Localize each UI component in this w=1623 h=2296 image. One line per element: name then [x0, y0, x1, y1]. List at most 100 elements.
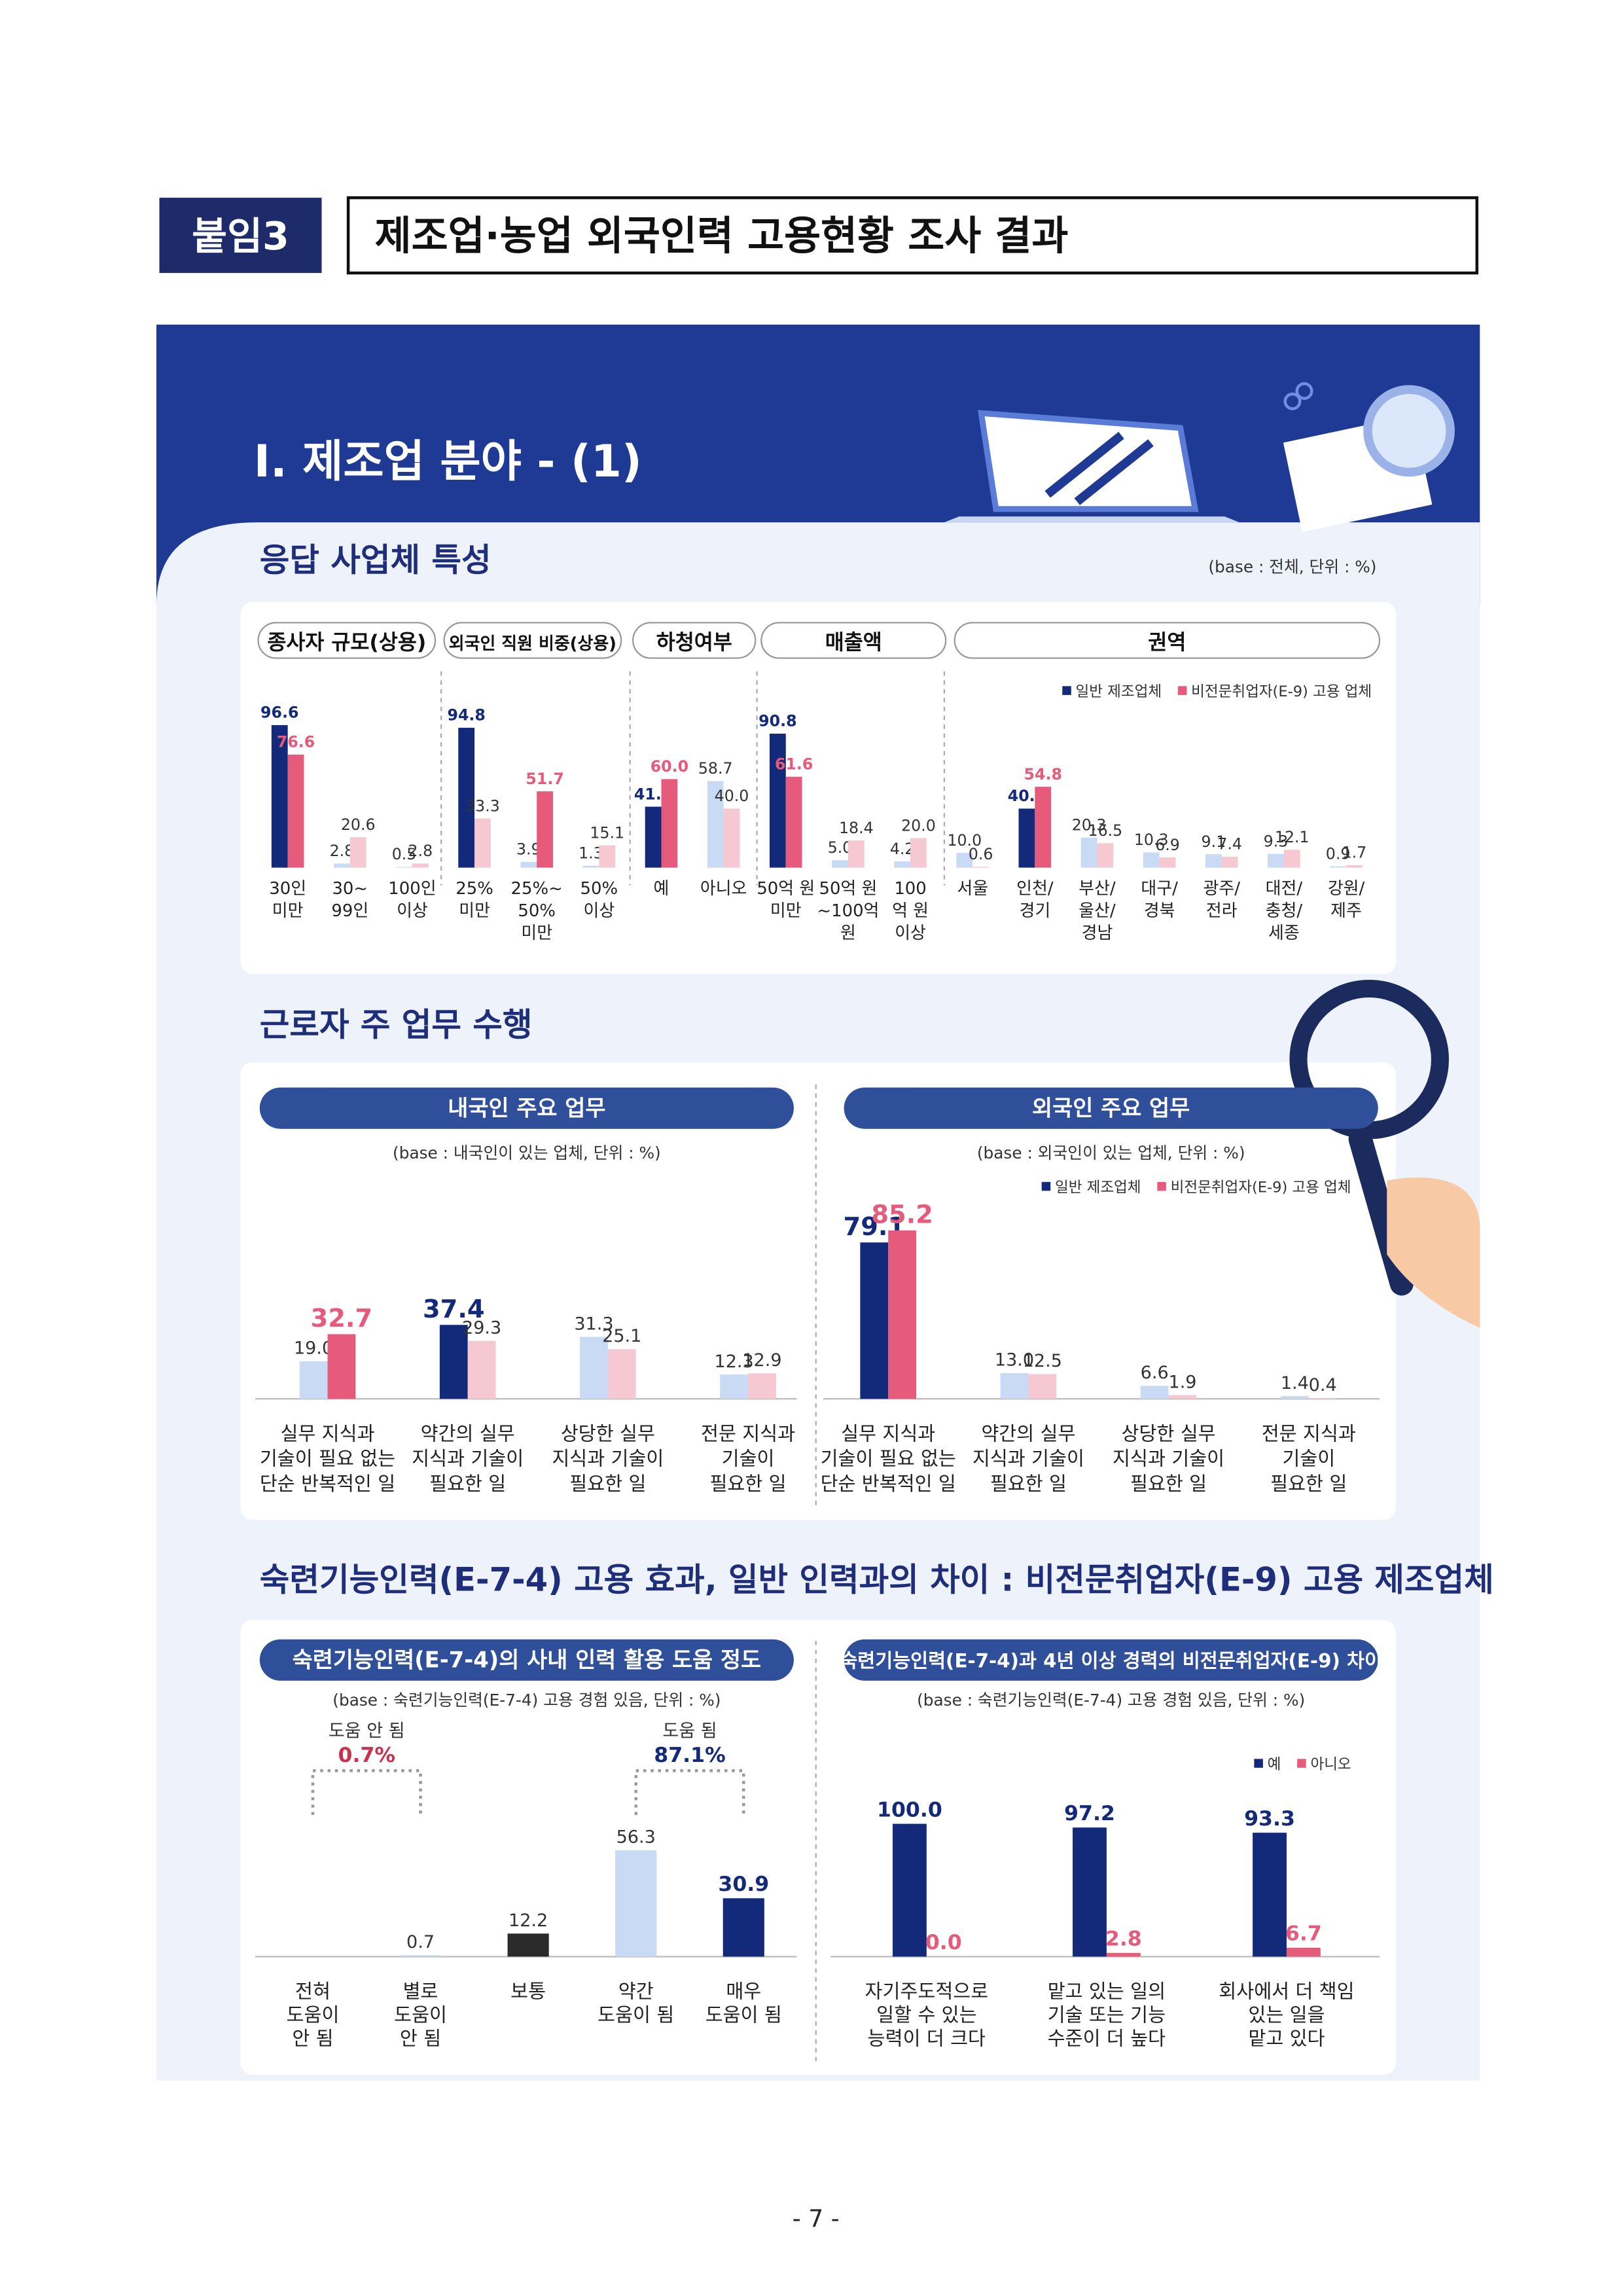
- category-label: 대구/경북: [1141, 879, 1178, 921]
- category-label: 100 억 원 이상: [892, 879, 929, 943]
- bar: [582, 865, 599, 868]
- value-label: 1.7: [1342, 844, 1367, 862]
- value-label: 12.5: [1023, 1351, 1062, 1371]
- bar: [720, 1374, 749, 1399]
- group-pill: [632, 622, 757, 659]
- bar: [439, 1325, 468, 1399]
- value-label: 12.2: [508, 1910, 548, 1931]
- group-label: 외국인 직원 비중(상용): [449, 634, 616, 654]
- bar: [847, 840, 865, 868]
- value-label: 12.9: [742, 1350, 781, 1371]
- value-label: 12.3: [715, 1352, 754, 1372]
- category-label: 아니오: [700, 879, 747, 899]
- category-label: 예: [654, 879, 669, 899]
- illustration: [944, 382, 1455, 533]
- group-label: 종사자 규모(상용): [267, 631, 426, 655]
- bar: [1097, 843, 1114, 868]
- chart-title: 숙련기능인력(E-7-4)과 4년 이상 경력의 비전문취업자(E-9) 차이: [840, 1650, 1382, 1672]
- value-label: 6.9: [1155, 836, 1180, 854]
- magnifier: [1289, 979, 1480, 1329]
- legend-swatch: [1254, 1759, 1263, 1768]
- value-label: 0.5: [392, 845, 417, 863]
- value-label: 2.8: [408, 842, 433, 860]
- group-pill: [443, 622, 622, 659]
- value-label: 0.9: [1326, 844, 1351, 863]
- value-label: 10.0: [947, 831, 982, 850]
- card: [240, 1620, 1396, 2075]
- group-label: 권역: [1148, 631, 1186, 655]
- category-label: 실무 지식과 기술이 필요 없는 단순 반복적인 일: [821, 1422, 956, 1495]
- category-label: 회사에서 더 책임 있는 일을 맡고 있다: [1219, 1981, 1354, 2050]
- annotation-label: 도움 됨: [662, 1721, 717, 1742]
- bar: [327, 1334, 356, 1399]
- bar: [888, 1230, 917, 1399]
- card: [240, 601, 1396, 974]
- value-label: 20.3: [1072, 816, 1107, 834]
- bar: [1253, 1833, 1287, 1957]
- value-label: 58.7: [698, 759, 733, 778]
- value-label: 51.7: [526, 770, 563, 788]
- value-label: 6.6: [1141, 1363, 1169, 1383]
- value-label: 94.8: [447, 706, 485, 725]
- annotation-value: 87.1%: [654, 1744, 725, 1767]
- bar: [396, 867, 412, 868]
- chart-subtitle: (base : 숙련기능인력(E-7-4) 고용 경험 있음, 단위 : %): [917, 1691, 1305, 1710]
- category-label: 25%~ 50% 미만: [511, 879, 563, 943]
- bar: [1035, 787, 1052, 868]
- value-label: 10.3: [1134, 831, 1169, 849]
- value-label: 12.1: [1275, 828, 1310, 846]
- value-label: 18.4: [839, 819, 874, 837]
- bar: [1073, 1827, 1107, 1957]
- value-label: 93.3: [1244, 1807, 1295, 1831]
- tag-box: [159, 198, 322, 274]
- section-note: (base : 전체, 단위 : %): [1208, 558, 1376, 577]
- value-label: 16.5: [1088, 821, 1123, 840]
- category-label: 30~ 99인: [331, 879, 368, 921]
- value-label: 9.1: [1202, 833, 1226, 851]
- chart-title: 내국인 주요 업무: [448, 1095, 605, 1121]
- category-label: 50억 원 미만: [757, 879, 815, 921]
- bar: [537, 791, 554, 868]
- value-label: 1.9: [1168, 1372, 1196, 1392]
- value-label: 0.6: [969, 845, 993, 863]
- bar: [1143, 852, 1160, 868]
- bar: [1080, 837, 1097, 868]
- group-pill: [954, 622, 1381, 659]
- bar: [910, 838, 927, 868]
- group-label: 매출액: [825, 631, 882, 655]
- category-label: 강원/제주: [1328, 879, 1365, 921]
- bar: [520, 861, 537, 868]
- bar: [580, 1336, 608, 1399]
- legend-swatch: [1177, 686, 1187, 695]
- chart-subtitle: (base : 외국인이 있는 업체, 단위 : %): [977, 1143, 1245, 1162]
- bar: [892, 1823, 927, 1957]
- category-label: 자기주도적으로 일할 수 있는 능력이 더 크다: [865, 1981, 989, 2050]
- value-label: 20.6: [341, 816, 376, 834]
- value-label: 19.0: [294, 1338, 333, 1359]
- bar: [748, 1373, 776, 1399]
- section-title: 응답 사업체 특성: [260, 541, 491, 579]
- bar: [1308, 1398, 1337, 1399]
- bar: [467, 1340, 496, 1399]
- bar: [894, 861, 911, 868]
- bar: [1159, 857, 1176, 868]
- chart-title-pill: [844, 1639, 1378, 1681]
- chart-subtitle: (base : 숙련기능인력(E-7-4) 고용 경험 있음, 단위 : %): [332, 1691, 721, 1710]
- legend-label: 비전문취업자(E-9) 고용 업체: [1191, 683, 1372, 700]
- bar: [474, 818, 491, 868]
- category-label: 30인 미만: [269, 879, 306, 921]
- chart-title-pill: [844, 1087, 1378, 1129]
- category-label: 50% 이상: [580, 879, 618, 921]
- bar: [1028, 1374, 1057, 1399]
- bar: [1283, 850, 1300, 868]
- category-label: 맡고 있는 일의 기술 또는 기능 수준이 더 높다: [1048, 1981, 1166, 2050]
- value-label: 9.3: [1264, 832, 1289, 850]
- bar: [599, 845, 616, 868]
- section-title: 근로자 주 업무 수행: [260, 1006, 533, 1044]
- legend-swatch: [1157, 1181, 1166, 1191]
- value-label: 13.0: [995, 1350, 1034, 1371]
- chart-title-pill: [259, 1639, 794, 1681]
- section-title: 숙련기능인력(E-7-4) 고용 효과, 일반 인력과의 차이 : 비전문취업자…: [260, 1560, 1494, 1598]
- chart-title: 외국인 주요 업무: [1032, 1095, 1190, 1121]
